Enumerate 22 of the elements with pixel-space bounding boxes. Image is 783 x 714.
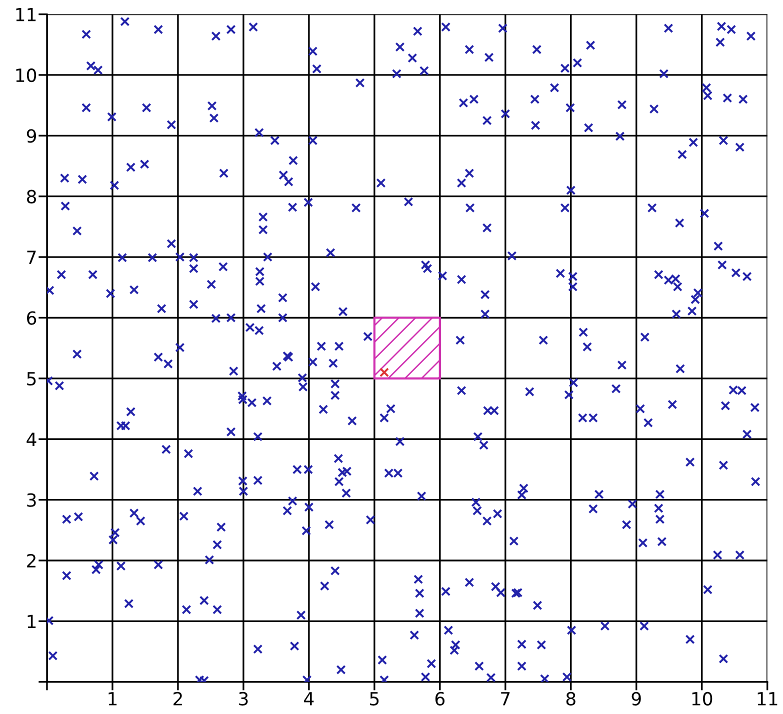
y-tick-label: 7	[27, 250, 36, 264]
x-tick-label: 2	[174, 692, 182, 706]
x-tick-label: 4	[304, 692, 314, 706]
x-tick-label: 6	[435, 692, 445, 706]
x-tick-label: 10	[692, 692, 712, 706]
y-tick-label: 2	[27, 554, 36, 568]
x-tick-label: 7	[501, 692, 510, 706]
x-tick-label: 3	[239, 692, 248, 706]
x-tick-label: 8	[566, 692, 576, 706]
y-tick-label: 1	[28, 614, 36, 628]
x-tick-label: 5	[370, 692, 379, 706]
x-tick-label: 9	[632, 692, 641, 706]
y-tick-label: 4	[26, 432, 36, 446]
x-tick-label: 1	[108, 692, 117, 706]
x-tick-label: 11	[758, 692, 778, 706]
y-tick-label: 10	[16, 68, 36, 82]
y-tick-label: 9	[26, 129, 36, 143]
y-tick-label: 5	[27, 372, 36, 386]
y-tick-label: 6	[27, 311, 36, 325]
y-tick-label: 11	[16, 8, 36, 22]
y-tick-label: 3	[27, 493, 36, 507]
y-tick-label: 8	[26, 190, 36, 204]
